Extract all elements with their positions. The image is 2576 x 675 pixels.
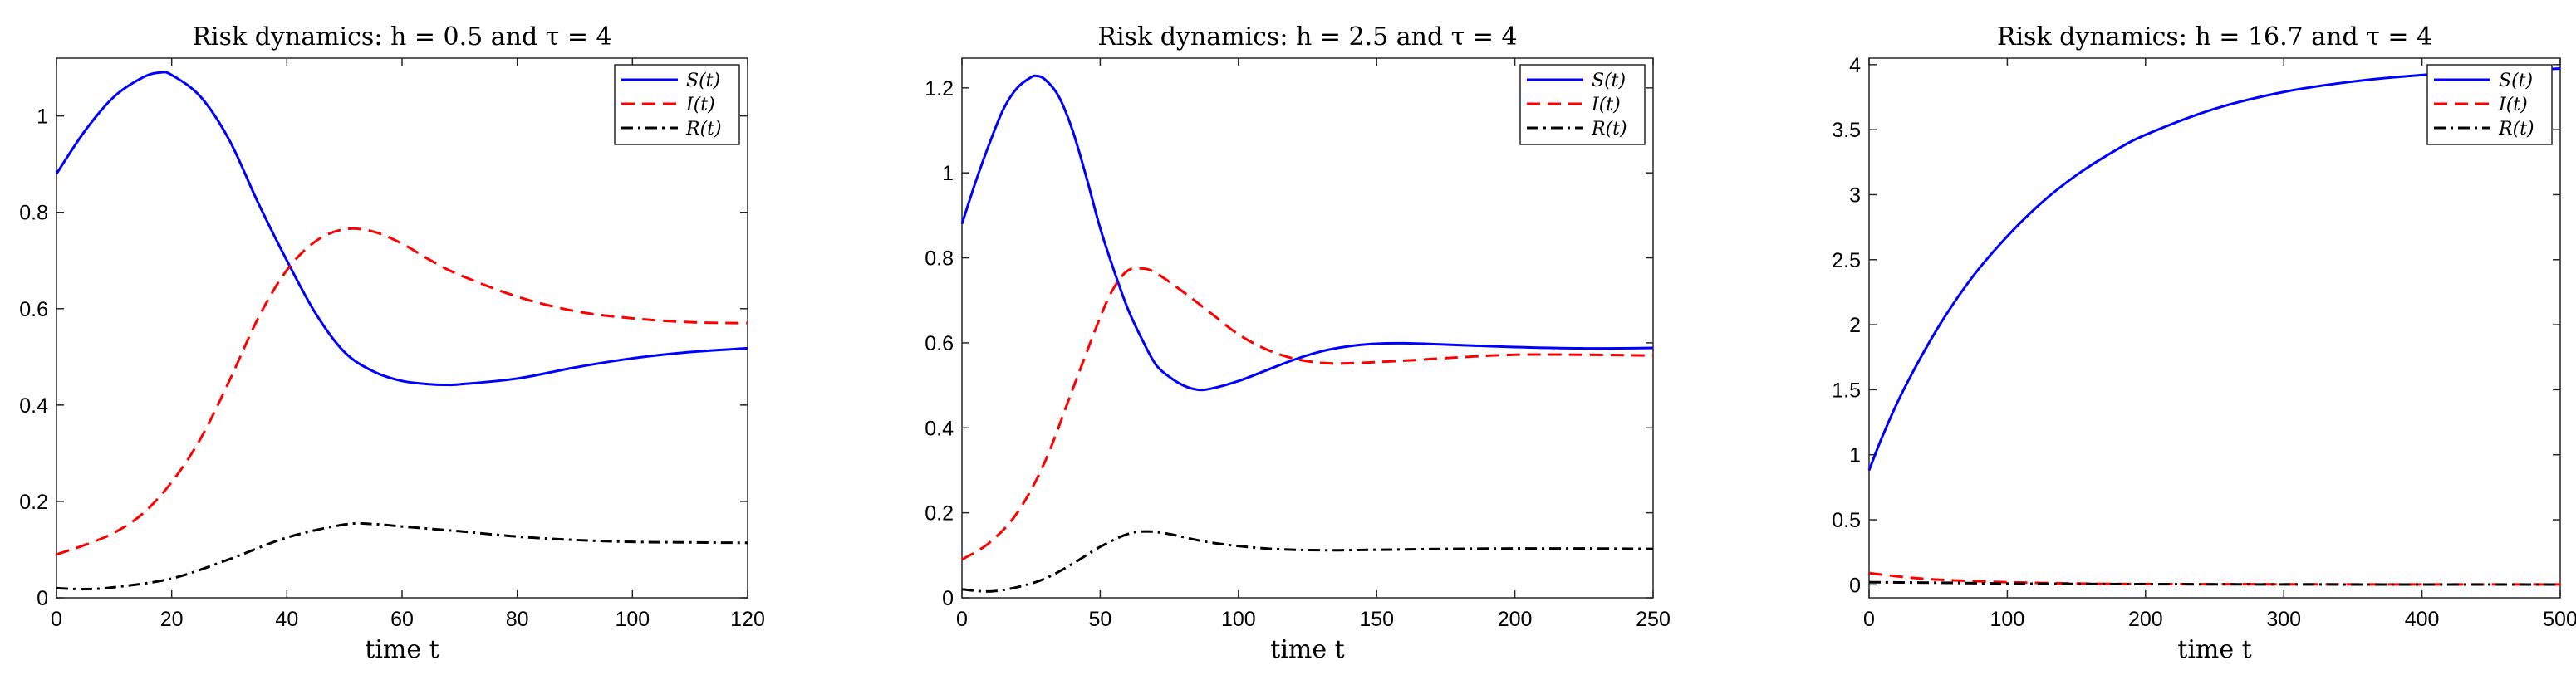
x-tick-label: 60 <box>390 608 414 631</box>
chart-title: Risk dynamics: h = 0.5 and τ = 4 <box>192 22 611 51</box>
y-tick-label: 0 <box>942 587 954 610</box>
x-tick-label: 300 <box>2266 608 2301 631</box>
x-axis-label: time t <box>2177 635 2251 664</box>
x-tick-label: 20 <box>160 608 184 631</box>
chart-panel-1: Risk dynamics: h = 0.5 and τ = 4 time t 0 2… <box>19 22 765 664</box>
legend: S(t) I(t) R(t) <box>1519 64 1646 145</box>
x-tick-label: 400 <box>2405 608 2440 631</box>
series-line-rt <box>961 530 1654 593</box>
y-tick-label: 1.5 <box>1832 379 1861 402</box>
x-tick-label: 500 <box>2543 608 2576 631</box>
y-tick-label: 0.5 <box>1832 509 1861 532</box>
y-tick-label: 0 <box>1849 574 1861 597</box>
legend-box <box>2426 64 2553 145</box>
series-line-st <box>55 71 748 387</box>
legend-entry: I(t) <box>1591 95 1621 115</box>
chart-title: Risk dynamics: h = 16.7 and τ = 4 <box>1997 22 2432 51</box>
y-tick-label: 0.4 <box>19 394 48 418</box>
series-line-st <box>1867 67 2561 472</box>
x-axis-label: time t <box>365 635 439 664</box>
y-tick-label: 0.2 <box>925 502 954 526</box>
series-line-it <box>56 227 748 556</box>
series-line-it <box>961 267 1654 561</box>
axes-box <box>1868 57 2561 599</box>
legend-entry: S(t) <box>1592 71 1626 91</box>
y-tick-label: 0.8 <box>925 247 954 271</box>
x-tick-label: 100 <box>1990 608 2025 631</box>
x-tick-label: 0 <box>51 608 62 631</box>
y-tick-label: 3 <box>1849 183 1861 207</box>
legend-entry: S(t) <box>2499 71 2533 91</box>
legend-entry: S(t) <box>686 71 720 91</box>
y-tick-label: 0.2 <box>19 491 48 514</box>
legend: S(t) I(t) R(t) <box>614 64 740 145</box>
axes-box <box>961 57 1654 599</box>
y-tick-label: 2.5 <box>1832 249 1861 272</box>
chart-panel-2: Risk dynamics: h = 2.5 and τ = 4 time t 0 5… <box>925 22 1671 664</box>
x-tick-label: 80 <box>506 608 529 631</box>
legend-entry: R(t) <box>2498 119 2534 139</box>
x-tick-label: 200 <box>1498 608 1533 631</box>
y-tick-label: 1 <box>37 105 48 129</box>
legend-box <box>1519 64 1646 145</box>
y-tick-label: 0.6 <box>925 332 954 355</box>
legend: S(t) I(t) R(t) <box>2426 64 2553 145</box>
y-tick-label: 4 <box>1849 54 1861 77</box>
y-tick-label: 1 <box>1849 444 1861 467</box>
series-line-st <box>960 74 1654 392</box>
x-tick-label: 150 <box>1359 608 1394 631</box>
y-tick-label: 0.6 <box>19 298 48 321</box>
y-tick-label: 2 <box>1849 314 1861 337</box>
chart-panel-3: Risk dynamics: h = 16.7 and τ = 4 time t 0… <box>1832 22 2576 664</box>
x-tick-label: 100 <box>1221 608 1256 631</box>
y-tick-label: 1 <box>942 162 954 185</box>
x-tick-label: 0 <box>956 608 968 631</box>
chart-title: Risk dynamics: h = 2.5 and τ = 4 <box>1097 22 1517 51</box>
x-tick-label: 200 <box>2128 608 2163 631</box>
legend-box <box>614 64 740 145</box>
x-tick-label: 100 <box>615 608 650 631</box>
x-tick-label: 50 <box>1088 608 1111 631</box>
x-tick-label: 40 <box>275 608 298 631</box>
x-tick-label: 120 <box>730 608 765 631</box>
x-axis-label: time t <box>1270 635 1344 664</box>
series-line-rt <box>56 521 748 591</box>
series-line-rt <box>1868 580 2561 586</box>
x-tick-label: 250 <box>1636 608 1671 631</box>
y-tick-label: 0 <box>37 587 48 610</box>
x-tick-label: 0 <box>1863 608 1875 631</box>
legend-entry: R(t) <box>1591 119 1627 139</box>
legend-entry: R(t) <box>685 119 722 139</box>
legend-entry: I(t) <box>685 95 715 115</box>
y-tick-label: 0.4 <box>925 417 954 440</box>
series-line-it <box>1868 571 2561 586</box>
y-tick-label: 0.8 <box>19 202 48 225</box>
y-tick-label: 1.2 <box>925 77 954 100</box>
legend-entry: I(t) <box>2498 95 2528 115</box>
y-tick-label: 3.5 <box>1832 119 1861 142</box>
